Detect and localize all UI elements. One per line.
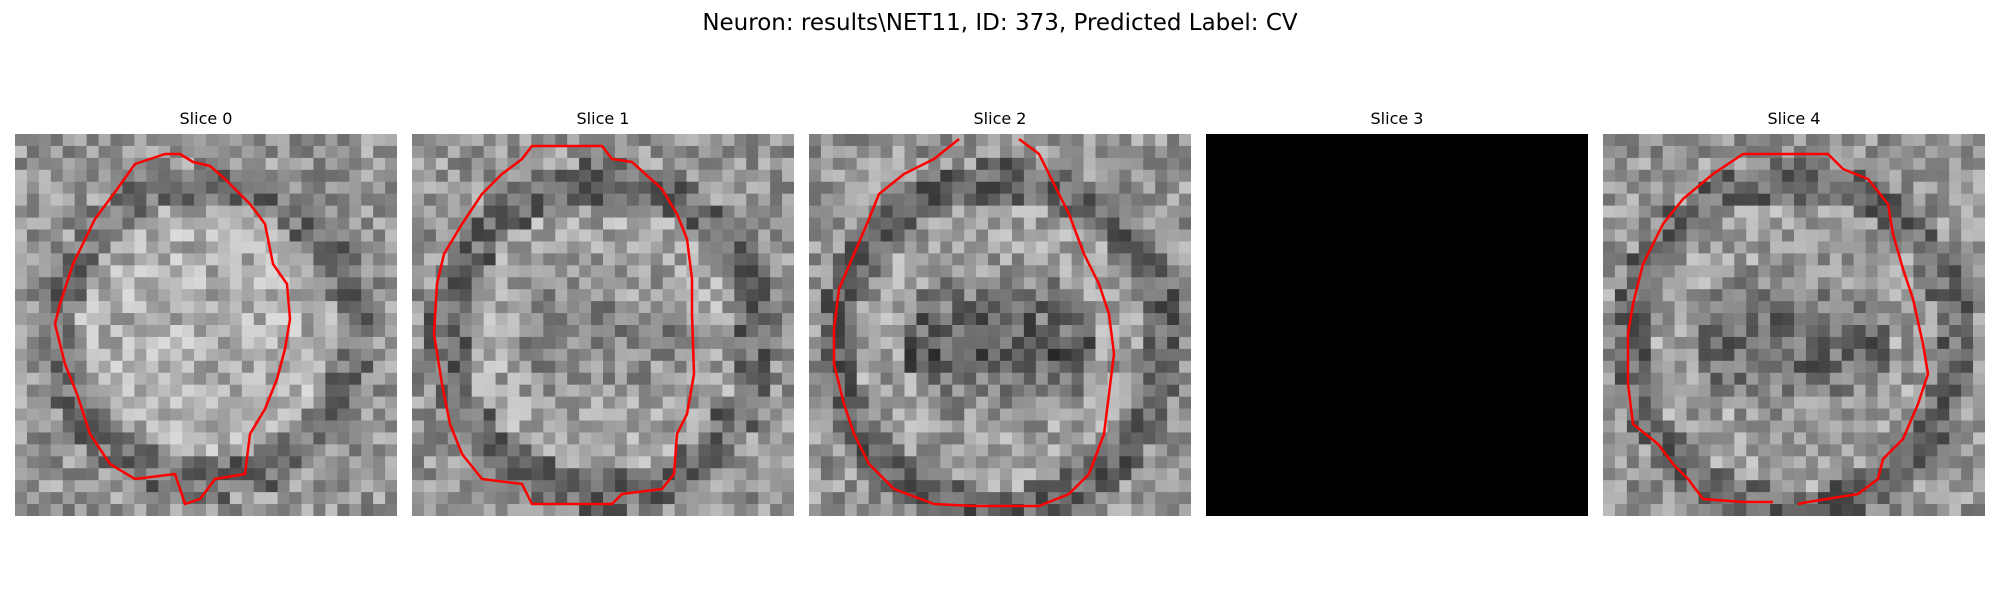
slice-image [15, 134, 397, 516]
slice-panel-3: Slice 3 [1206, 108, 1588, 518]
slice-panel-4: Slice 4 [1603, 108, 1985, 518]
cell-contour [1626, 152, 1930, 506]
slice-panel-0: Slice 0 [15, 108, 397, 518]
slice-title: Slice 0 [179, 109, 233, 128]
slice-panel-1: Slice 1 [412, 108, 794, 518]
slice-image [809, 134, 1191, 516]
slice-image [412, 134, 794, 516]
slice-image [1603, 134, 1985, 516]
slice-title: Slice 1 [576, 109, 630, 128]
slice-title: Slice 3 [1370, 109, 1424, 128]
cell-contour [832, 138, 1116, 508]
slice-title: Slice 4 [1767, 109, 1821, 128]
slice-panel-2: Slice 2 [809, 108, 1191, 518]
slice-title: Slice 2 [973, 109, 1027, 128]
slice-image [1206, 134, 1588, 516]
cell-contour [432, 144, 696, 506]
figure-title: Neuron: results\NET11, ID: 373, Predicte… [702, 10, 1298, 36]
cell-contour [53, 152, 292, 506]
